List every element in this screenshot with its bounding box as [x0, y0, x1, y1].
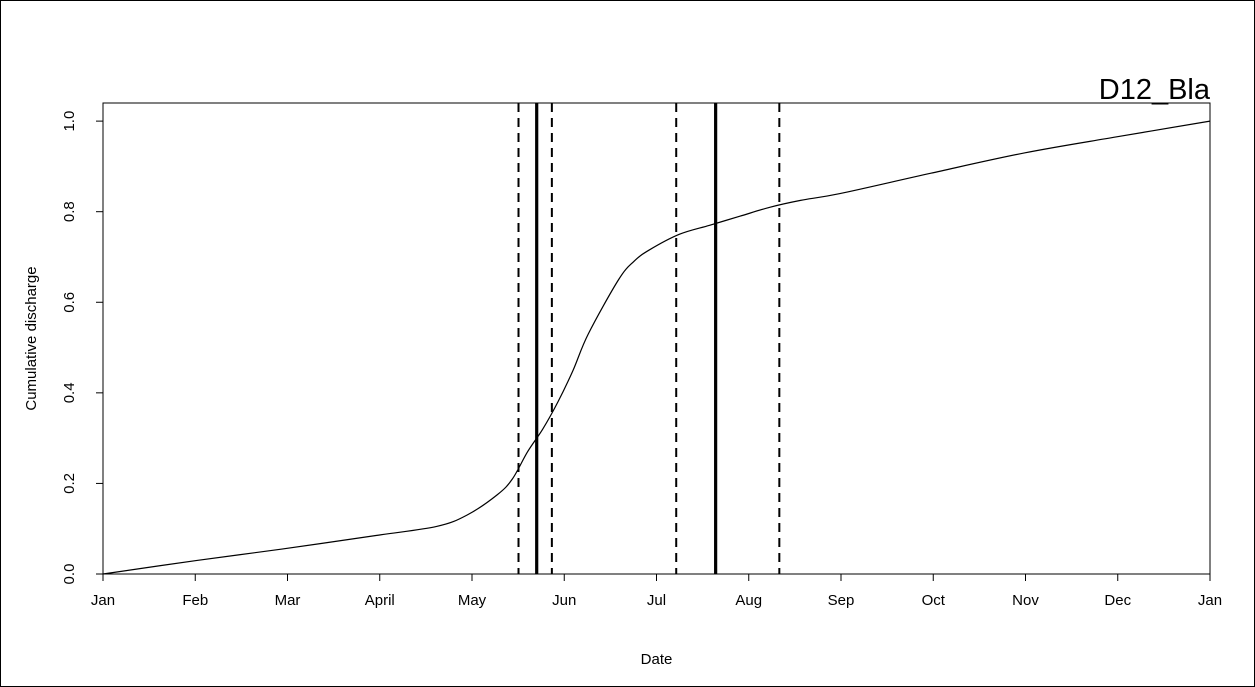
- x-tick-label: Mar: [275, 592, 301, 609]
- y-tick-label: 0.8: [61, 201, 78, 222]
- plot-area-border: [102, 102, 1211, 575]
- x-tick-label: Dec: [1104, 592, 1131, 609]
- y-tick-label: 0.4: [61, 382, 78, 403]
- x-tick-label: Jun: [552, 592, 576, 609]
- x-tick-label: May: [458, 592, 487, 609]
- x-tick-label: Jan: [1198, 592, 1222, 609]
- x-tick-label: April: [365, 592, 395, 609]
- x-axis: Jan Feb Mar April May Jun Jul Aug Sep Oct Nov Dec Ja…: [91, 574, 1222, 609]
- x-tick-label: Sep: [828, 592, 855, 609]
- y-tick-label: 0.2: [61, 473, 78, 494]
- x-tick-label: Oct: [922, 592, 946, 609]
- y-tick-label: 0.0: [61, 564, 78, 585]
- x-axis-label: Date: [641, 651, 673, 668]
- y-axis: 0.0 0.2 0.4 0.6 0.8 1.0: [61, 111, 103, 585]
- x-tick-label: Jul: [647, 592, 666, 609]
- cumulative-discharge-line: [102, 120, 1211, 575]
- y-tick-label: 0.6: [61, 292, 78, 313]
- y-tick-label: 1.0: [61, 111, 78, 132]
- y-axis-label: Cumulative discharge: [23, 266, 40, 410]
- x-tick-label: Nov: [1012, 592, 1039, 609]
- x-tick-label: Jan: [91, 592, 115, 609]
- vertical-marker-lines: [517, 103, 781, 574]
- chart-title: D12_Bla: [1099, 74, 1211, 106]
- x-tick-label: Feb: [182, 592, 208, 609]
- x-tick-label: Aug: [735, 592, 762, 609]
